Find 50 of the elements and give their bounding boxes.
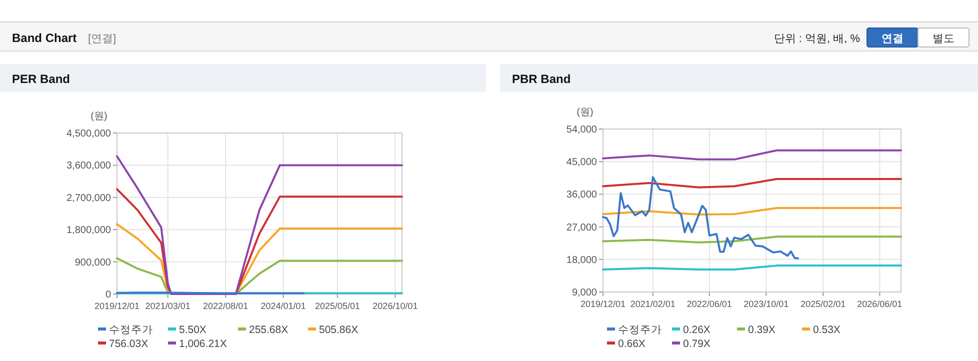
y-axis-title: (원) xyxy=(90,111,108,122)
text: 단위 : 억원, 배, % xyxy=(774,33,860,45)
legend-label: 756.03X xyxy=(109,338,148,350)
line-series xyxy=(602,149,902,160)
y-tick-label: 900,000 xyxy=(74,257,112,268)
x-tick-label: 2019/12/01 xyxy=(580,299,626,309)
x-tick-label: 2026/10/01 xyxy=(372,301,418,311)
y-tick-label: 45,000 xyxy=(566,157,598,168)
legend-label: 0.39X xyxy=(748,324,776,336)
x-tick-label: 2022/08/01 xyxy=(203,301,248,311)
x-tick-label: 2026/06/01 xyxy=(857,299,902,309)
x-tick-label: 2024/01/01 xyxy=(260,301,306,311)
y-tick-label: 9,000 xyxy=(572,288,598,298)
x-tick-label: 2022/06/01 xyxy=(686,299,732,309)
y-tick-label: 2,700,000 xyxy=(66,192,112,204)
legend-label: 505.86X xyxy=(319,324,358,336)
line-series xyxy=(602,178,902,188)
legend-label: 0.26X xyxy=(683,324,710,336)
x-tick-label: 2021/02/01 xyxy=(630,299,676,309)
y-axis-title: (원) xyxy=(576,107,594,118)
chart-title: PER Band xyxy=(12,72,70,86)
text: Band Chart xyxy=(12,31,77,45)
y-tick-label: 4,500,000 xyxy=(66,128,112,140)
legend-label: 수정주가 xyxy=(109,324,153,336)
legend-label: 0.66X xyxy=(618,338,646,350)
y-tick-label: 1,800,000 xyxy=(66,225,112,236)
legend-label: 0.53X xyxy=(813,324,840,336)
y-tick-label: 36,000 xyxy=(566,190,598,201)
y-tick-label: 18,000 xyxy=(566,254,598,266)
text: [연결] xyxy=(88,33,116,45)
legend-label: 수정주가 xyxy=(618,324,662,336)
x-tick-label: 2023/10/01 xyxy=(744,299,789,309)
x-tick-label: 2025/05/01 xyxy=(314,301,360,311)
x-tick-label: 2025/02/01 xyxy=(800,299,846,309)
chart-title: PBR Band xyxy=(512,72,571,86)
line-series xyxy=(602,176,800,260)
y-tick-label: 0 xyxy=(105,290,112,300)
text: 연결 xyxy=(882,33,904,45)
line-series xyxy=(602,206,902,216)
x-tick-label: 2021/03/01 xyxy=(145,301,190,311)
legend-label: 0.79X xyxy=(683,338,710,350)
y-tick-label: 27,000 xyxy=(566,222,598,234)
legend-label: 5.50X xyxy=(179,324,206,336)
y-tick-label: 3,600,000 xyxy=(66,160,112,172)
text: 별도 xyxy=(932,33,954,45)
y-tick-label: 54,000 xyxy=(566,124,598,136)
legend-label: 255.68X xyxy=(249,324,288,336)
line-series xyxy=(116,155,403,295)
legend-label: 1,006.21X xyxy=(179,338,227,350)
x-tick-label: 2019/12/01 xyxy=(94,301,140,311)
